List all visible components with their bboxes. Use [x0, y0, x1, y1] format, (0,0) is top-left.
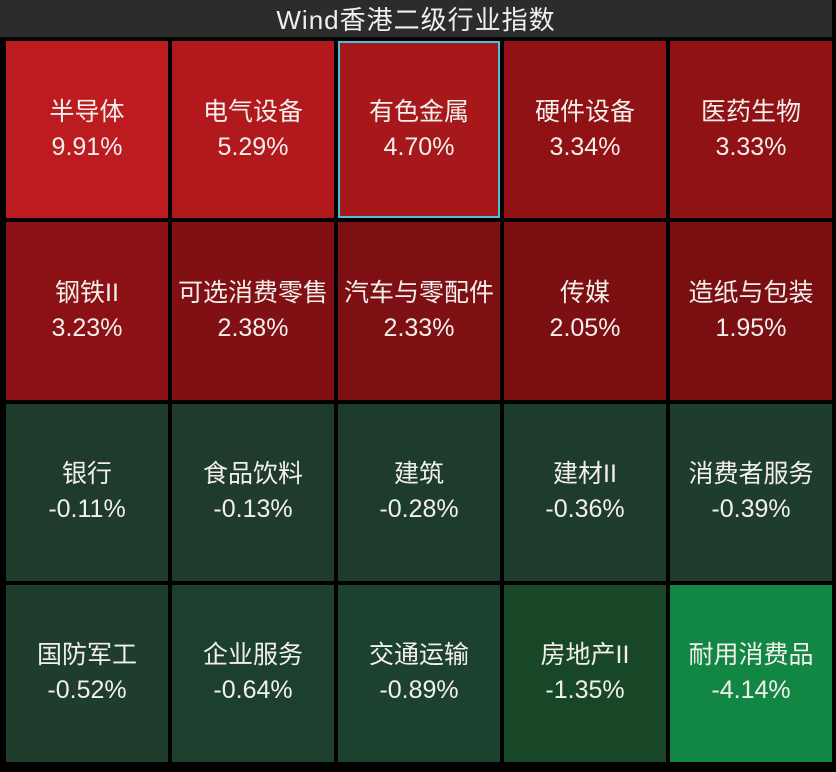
heatmap-cell-9[interactable]: 造纸与包装 1.95%	[670, 222, 832, 400]
page-title: Wind香港二级行业指数	[276, 5, 556, 35]
industry-change-value: 3.33%	[715, 132, 787, 161]
industry-change-value: -0.64%	[213, 676, 293, 705]
heatmap-cell-12[interactable]: 建筑 -0.28%	[338, 403, 500, 581]
industry-name: 银行	[61, 460, 112, 489]
industry-change-value: -0.11%	[48, 495, 126, 524]
industry-name: 半导体	[49, 97, 125, 126]
industry-change-value: -0.89%	[379, 676, 459, 705]
heatmap-cell-15[interactable]: 国防军工 -0.52%	[6, 584, 168, 762]
industry-change-value: -0.36%	[545, 495, 625, 524]
industry-name: 国防军工	[36, 641, 137, 670]
heatmap-cell-10[interactable]: 银行 -0.11%	[6, 403, 168, 581]
industry-change-value: 1.95%	[715, 313, 787, 342]
industry-name: 汽车与零配件	[343, 278, 494, 307]
industry-name: 建筑	[393, 460, 444, 489]
title-bar: Wind香港二级行业指数	[0, 0, 832, 37]
industry-name: 造纸与包装	[688, 278, 814, 307]
heatmap-cell-17[interactable]: 交通运输 -0.89%	[338, 584, 500, 762]
industry-change-value: 3.23%	[51, 313, 123, 342]
industry-name: 食品饮料	[202, 460, 303, 489]
industry-name: 有色金属	[368, 97, 469, 126]
heatmap-cell-4[interactable]: 医药生物 3.33%	[670, 41, 832, 219]
heatmap-cell-2[interactable]: 有色金属 4.70%	[338, 41, 500, 219]
industry-change-value: -0.52%	[47, 676, 127, 705]
industry-change-value: -4.14%	[711, 676, 791, 705]
heatmap-cell-14[interactable]: 消费者服务 -0.39%	[670, 403, 832, 581]
heatmap-cell-1[interactable]: 电气设备 5.29%	[172, 41, 334, 219]
industry-change-value: -0.39%	[711, 495, 791, 524]
industry-change-value: 3.34%	[549, 132, 621, 161]
industry-change-value: 4.70%	[383, 132, 455, 161]
industry-change-value: 5.29%	[217, 132, 289, 161]
heatmap-cell-6[interactable]: 可选消费零售 2.38%	[172, 222, 334, 400]
industry-change-value: 9.91%	[51, 132, 123, 161]
industry-name: 可选消费零售	[177, 278, 328, 307]
industry-name: 交通运输	[368, 641, 469, 670]
heatmap-cell-7[interactable]: 汽车与零配件 2.33%	[338, 222, 500, 400]
industry-name: 建材II	[553, 460, 617, 489]
industry-name: 企业服务	[202, 641, 303, 670]
industry-name: 钢铁II	[55, 278, 119, 307]
industry-name: 传媒	[559, 278, 610, 307]
industry-change-value: 2.33%	[383, 313, 455, 342]
industry-heatmap-grid: 半导体 9.91% 电气设备 5.29% 有色金属 4.70% 硬件设备 3.3…	[6, 41, 832, 762]
industry-change-value: 2.05%	[549, 313, 621, 342]
industry-name: 消费者服务	[688, 460, 814, 489]
heatmap-cell-18[interactable]: 房地产II -1.35%	[504, 584, 666, 762]
heatmap-cell-5[interactable]: 钢铁II 3.23%	[6, 222, 168, 400]
heatmap-cell-13[interactable]: 建材II -0.36%	[504, 403, 666, 581]
industry-name: 电气设备	[202, 97, 303, 126]
industry-name: 耐用消费品	[688, 641, 814, 670]
heatmap-cell-19[interactable]: 耐用消费品 -4.14%	[670, 584, 832, 762]
industry-name: 医药生物	[700, 97, 801, 126]
heatmap-cell-8[interactable]: 传媒 2.05%	[504, 222, 666, 400]
industry-change-value: 2.38%	[217, 313, 289, 342]
heatmap-cell-11[interactable]: 食品饮料 -0.13%	[172, 403, 334, 581]
industry-change-value: -0.13%	[213, 495, 293, 524]
heatmap-cell-0[interactable]: 半导体 9.91%	[6, 41, 168, 219]
heatmap-cell-3[interactable]: 硬件设备 3.34%	[504, 41, 666, 219]
industry-name: 硬件设备	[534, 97, 635, 126]
industry-change-value: -0.28%	[379, 495, 459, 524]
industry-name: 房地产II	[540, 641, 630, 670]
industry-change-value: -1.35%	[545, 676, 625, 705]
heatmap-cell-16[interactable]: 企业服务 -0.64%	[172, 584, 334, 762]
